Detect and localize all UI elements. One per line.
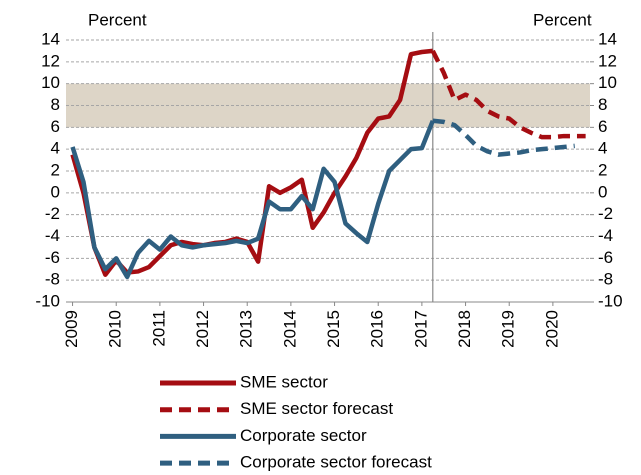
y2-tick-label: -8 [598, 270, 613, 289]
x-tick-label: 2016 [368, 310, 387, 348]
y2-tick-label: -6 [598, 248, 613, 267]
y-tick-label: -10 [35, 291, 60, 310]
legend-label: SME sector [240, 372, 328, 391]
y2-tick-label: 8 [598, 95, 607, 114]
y-tick-label: -2 [45, 204, 60, 223]
y-tick-label: 12 [41, 51, 60, 70]
y-tick-label: 14 [41, 29, 60, 48]
legend-label: Corporate sector [240, 426, 367, 445]
y2-tick-label: 2 [598, 160, 607, 179]
series-line [432, 118, 575, 157]
x-tick-label: 2012 [193, 310, 212, 348]
y-tick-label: -6 [45, 248, 60, 267]
y-axis-label-right: Percent [533, 10, 592, 29]
y-axis-label-left: Percent [88, 10, 147, 29]
y2-tick-label: 0 [598, 182, 607, 201]
series-line [430, 49, 586, 140]
y-tick-label: 2 [51, 160, 60, 179]
series-line [70, 119, 435, 280]
y2-tick-label: 10 [598, 73, 617, 92]
y2-tick-label: 6 [598, 117, 607, 136]
x-tick-label: 2013 [237, 310, 256, 348]
y-tick-label: 8 [51, 95, 60, 114]
y-tick-label: 0 [51, 182, 60, 201]
x-tick-label: 2018 [455, 310, 474, 348]
x-tick-label: 2015 [324, 310, 343, 348]
series-line [70, 48, 434, 277]
y-tick-label: 10 [41, 73, 60, 92]
x-tick-label: 2009 [62, 310, 81, 348]
x-tick-label: 2010 [106, 310, 125, 348]
legend-label: Corporate sector forecast [240, 453, 432, 472]
x-tick-label: 2011 [149, 310, 168, 347]
x-tick-label: 2019 [499, 310, 518, 348]
x-tick-label: 2014 [280, 310, 299, 348]
y2-tick-label: -2 [598, 204, 613, 223]
legend-label: SME sector forecast [240, 399, 393, 418]
x-tick-label: 2017 [411, 310, 430, 348]
y2-tick-label: -4 [598, 226, 613, 245]
y-tick-label: 6 [51, 117, 60, 136]
x-tick-label: 2020 [542, 310, 561, 348]
y2-tick-label: 14 [598, 29, 617, 48]
y2-tick-label: -10 [598, 291, 623, 310]
y-tick-label: 4 [51, 139, 60, 158]
y-tick-label: -8 [45, 270, 60, 289]
y-tick-label: -4 [45, 226, 60, 245]
y2-tick-label: 4 [598, 139, 607, 158]
y2-tick-label: 12 [598, 51, 617, 70]
